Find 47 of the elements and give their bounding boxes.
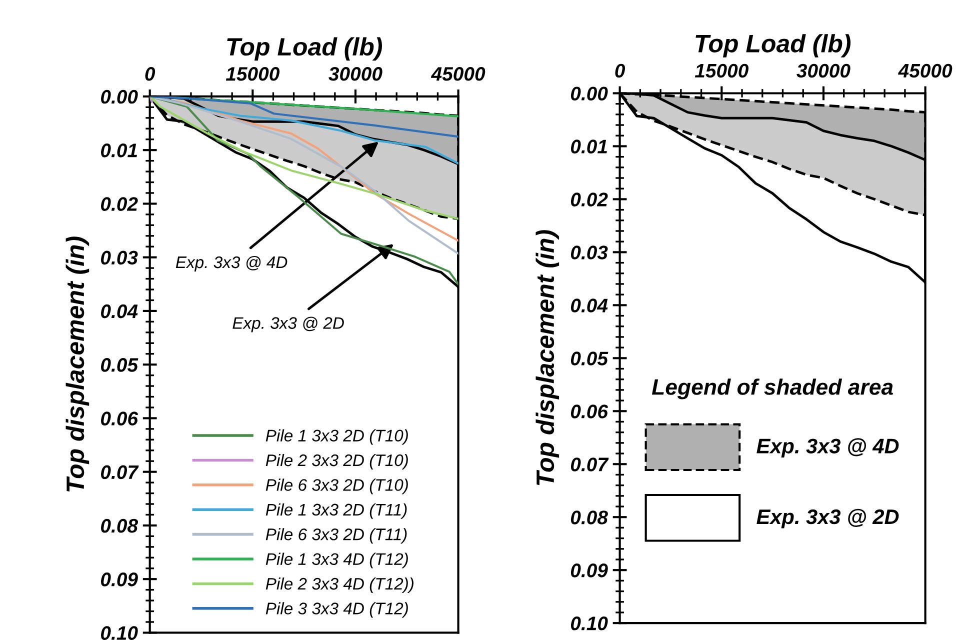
legend-label: Pile 2 3x3 4D (T12)) bbox=[266, 577, 414, 593]
x-tick-label: 0 bbox=[145, 67, 156, 81]
y-tick-label: 0.04 bbox=[101, 304, 138, 318]
x-tick-label: 15000 bbox=[694, 64, 748, 78]
annotation: Exp. 3x3 @ 4D bbox=[176, 256, 288, 272]
x-tick-label: 45000 bbox=[898, 64, 952, 78]
legend-label: Pile 3 3x3 4D (T12) bbox=[266, 602, 408, 618]
y-tick-label: 0.00 bbox=[101, 90, 138, 104]
y-tick-label: 0.08 bbox=[101, 518, 138, 533]
y-tick-label: 0.10 bbox=[101, 626, 138, 640]
legend-label: Pile 6 3x3 2D (T10) bbox=[266, 478, 408, 494]
x-tick-label: 45000 bbox=[430, 67, 486, 81]
y-tick-label: 0.02 bbox=[570, 192, 608, 206]
y-tick-label: 0.02 bbox=[101, 197, 138, 211]
y-tick-label: 0.09 bbox=[570, 564, 608, 578]
x-tick-label: 15000 bbox=[226, 67, 280, 81]
y-tick-label: 0.10 bbox=[570, 616, 608, 630]
x-tick-label: 30000 bbox=[796, 64, 850, 78]
y-tick-label: 0.05 bbox=[101, 358, 138, 372]
x-axis-title: Top Load (lb) bbox=[696, 34, 851, 58]
y-tick-label: 0.05 bbox=[570, 352, 608, 366]
x-axis-title: Top Load (lb) bbox=[227, 37, 382, 61]
legend-label: Pile 1 3x3 2D (T10) bbox=[266, 429, 408, 445]
y-tick-label: 0.03 bbox=[101, 250, 138, 265]
y-tick-label: 0.01 bbox=[570, 140, 607, 154]
legend-label: Pile 1 3x3 4D (T12) bbox=[266, 552, 408, 568]
y-tick-label: 0.01 bbox=[101, 144, 137, 158]
y-axis-title: Top displacement (in) bbox=[536, 230, 560, 486]
y-tick-label: 0.07 bbox=[570, 458, 609, 472]
legend-title: Legend of shaded area bbox=[652, 378, 893, 400]
legend-label: Pile 6 3x3 2D (T11) bbox=[266, 528, 407, 544]
y-tick-label: 0.03 bbox=[570, 246, 608, 260]
legend-label: Pile 1 3x3 2D (T11) bbox=[266, 503, 407, 519]
annotation: Exp. 3x3 @ 2D bbox=[232, 316, 344, 332]
y-tick-label: 0.08 bbox=[570, 510, 608, 524]
y-tick-label: 0.06 bbox=[570, 404, 608, 418]
x-tick-label: 0 bbox=[615, 64, 626, 78]
y-tick-label: 0.09 bbox=[101, 572, 138, 586]
legend-label: Exp. 3x3 @ 2D bbox=[756, 508, 899, 528]
y-tick-label: 0.04 bbox=[570, 298, 608, 312]
y-tick-label: 0.07 bbox=[101, 465, 139, 480]
x-tick-label: 30000 bbox=[328, 67, 382, 81]
y-axis-title: Top displacement (in) bbox=[66, 236, 90, 492]
legend-label: Pile 2 3x3 2D (T10) bbox=[266, 454, 408, 470]
y-tick-label: 0.00 bbox=[570, 86, 608, 100]
y-tick-label: 0.06 bbox=[101, 412, 138, 426]
legend-label: Exp. 3x3 @ 4D bbox=[756, 438, 899, 458]
